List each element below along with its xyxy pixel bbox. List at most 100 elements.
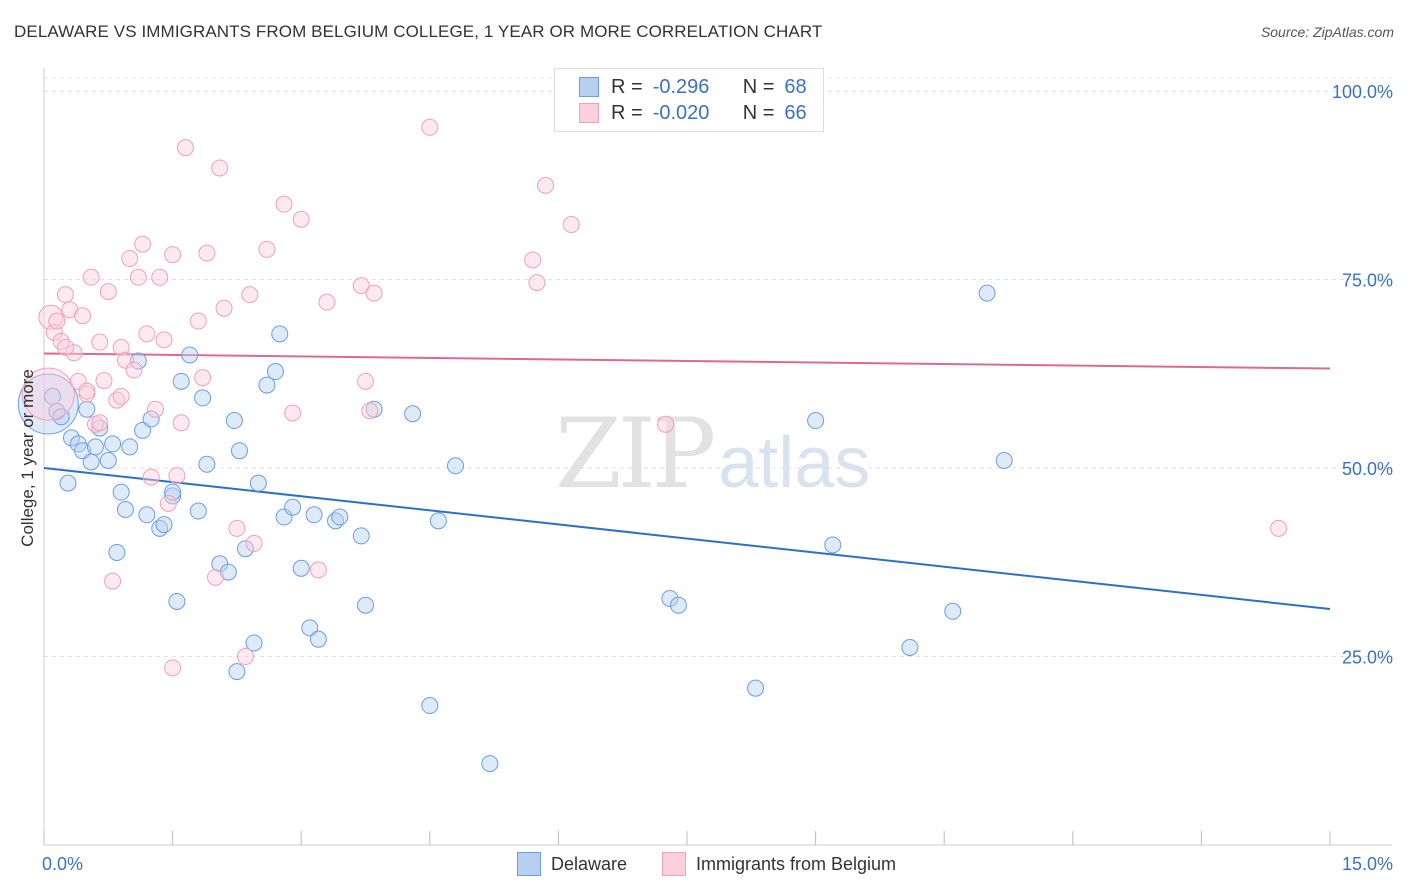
delaware-point bbox=[301, 619, 319, 637]
belgium-point bbox=[211, 159, 229, 177]
belgium-point bbox=[562, 216, 580, 234]
belgium-point bbox=[176, 139, 194, 157]
legend-label: Immigrants from Belgium bbox=[696, 853, 897, 874]
delaware-point bbox=[86, 438, 104, 456]
belgium-point bbox=[95, 372, 113, 390]
delaware-point bbox=[258, 376, 276, 394]
belgium-point bbox=[121, 249, 139, 267]
delaware-point bbox=[198, 455, 216, 473]
belgium-point bbox=[82, 268, 100, 286]
belgium-point bbox=[65, 344, 83, 362]
delaware-point bbox=[219, 563, 237, 581]
n-label: N = bbox=[742, 101, 775, 124]
belgium-point bbox=[91, 333, 109, 351]
delaware-point bbox=[74, 442, 92, 460]
belgium-point bbox=[155, 331, 173, 349]
belgium-point bbox=[21, 367, 75, 421]
belgium-point bbox=[421, 118, 439, 136]
zipatlas-watermark: ZIPatlas bbox=[555, 398, 871, 510]
y-axis-label: College, 1 year or more bbox=[18, 369, 37, 547]
delaware-point bbox=[116, 501, 134, 519]
legend-item-belgium[interactable]: Immigrants from Belgium bbox=[662, 852, 896, 876]
delaware-point bbox=[266, 363, 284, 381]
delaware-point bbox=[275, 508, 293, 526]
delaware-point bbox=[271, 325, 289, 343]
belgium-point bbox=[172, 414, 190, 432]
delaware-point bbox=[747, 679, 765, 697]
delaware-point bbox=[807, 412, 825, 430]
belgium-point bbox=[91, 414, 109, 432]
belgium-point bbox=[52, 332, 70, 350]
belgium-point bbox=[1270, 519, 1288, 537]
y-tick-label: 25.0% bbox=[1342, 648, 1393, 668]
belgium-point bbox=[116, 351, 134, 369]
belgium-point bbox=[164, 659, 182, 677]
n-value: 68 bbox=[784, 75, 807, 98]
belgium-point bbox=[215, 299, 233, 317]
belgium-point bbox=[309, 561, 327, 579]
legend-item-delaware[interactable]: Delaware bbox=[517, 852, 627, 876]
x-tick-label: 0.0% bbox=[42, 854, 83, 874]
belgium-point bbox=[537, 176, 555, 194]
belgium-point bbox=[275, 195, 293, 213]
belgium-point bbox=[48, 312, 66, 330]
delaware-point bbox=[669, 596, 687, 614]
delaware-point bbox=[138, 506, 156, 524]
delaware-point bbox=[404, 405, 422, 423]
delaware-point bbox=[62, 429, 80, 447]
belgium-point bbox=[164, 246, 182, 264]
delaware-point bbox=[228, 663, 246, 681]
belgium-point bbox=[112, 387, 130, 405]
delaware-point bbox=[194, 389, 212, 407]
belgium-point bbox=[146, 400, 164, 418]
belgium-point bbox=[138, 325, 156, 343]
belgium-point bbox=[528, 274, 546, 292]
belgium-swatch bbox=[662, 852, 686, 876]
delaware-point bbox=[944, 602, 962, 620]
belgium-point bbox=[56, 338, 74, 356]
y-tick-label: 100.0% bbox=[1332, 82, 1393, 102]
delaware-point bbox=[309, 630, 327, 648]
n-value: 66 bbox=[784, 101, 807, 124]
delaware-point bbox=[230, 442, 248, 460]
belgium-point bbox=[361, 402, 379, 420]
delaware-point bbox=[995, 452, 1013, 469]
belgium-point bbox=[357, 372, 374, 390]
delaware-point bbox=[112, 483, 130, 501]
belgium-point bbox=[194, 369, 212, 387]
delaware-point bbox=[481, 755, 499, 773]
delaware-point bbox=[142, 410, 160, 428]
belgium-point bbox=[189, 312, 207, 330]
belgium-point bbox=[125, 361, 143, 379]
belgium-point bbox=[352, 277, 370, 295]
belgium-point bbox=[524, 251, 542, 269]
delaware-point bbox=[99, 452, 117, 469]
belgium-point bbox=[318, 293, 336, 311]
delaware-point bbox=[225, 412, 243, 430]
delaware-point bbox=[305, 506, 323, 524]
belgium-point bbox=[365, 284, 383, 302]
belgium-point bbox=[38, 304, 64, 330]
belgium-point bbox=[45, 323, 63, 341]
correlation-legend: R = -0.296 N = 68 R = -0.020 N = 66 bbox=[554, 68, 824, 132]
delaware-point bbox=[164, 483, 182, 501]
belgium-point bbox=[78, 382, 96, 400]
delaware-point bbox=[181, 346, 199, 364]
belgium-point bbox=[168, 467, 186, 485]
belgium-point bbox=[99, 283, 117, 301]
delaware-point bbox=[284, 498, 302, 516]
r-label: R = bbox=[611, 101, 643, 124]
belgium-point bbox=[159, 494, 177, 512]
delaware-point bbox=[155, 516, 173, 534]
delaware-point bbox=[421, 697, 439, 715]
belgium-point bbox=[241, 286, 259, 304]
x-tick-label: 15.0% bbox=[1342, 854, 1393, 874]
belgium-point bbox=[236, 648, 254, 666]
delaware-swatch bbox=[579, 77, 599, 97]
delaware-point bbox=[78, 400, 96, 418]
belgium-point bbox=[104, 572, 122, 590]
belgium-point bbox=[112, 338, 130, 356]
delaware-swatch bbox=[517, 852, 541, 876]
belgium-point bbox=[245, 534, 263, 552]
